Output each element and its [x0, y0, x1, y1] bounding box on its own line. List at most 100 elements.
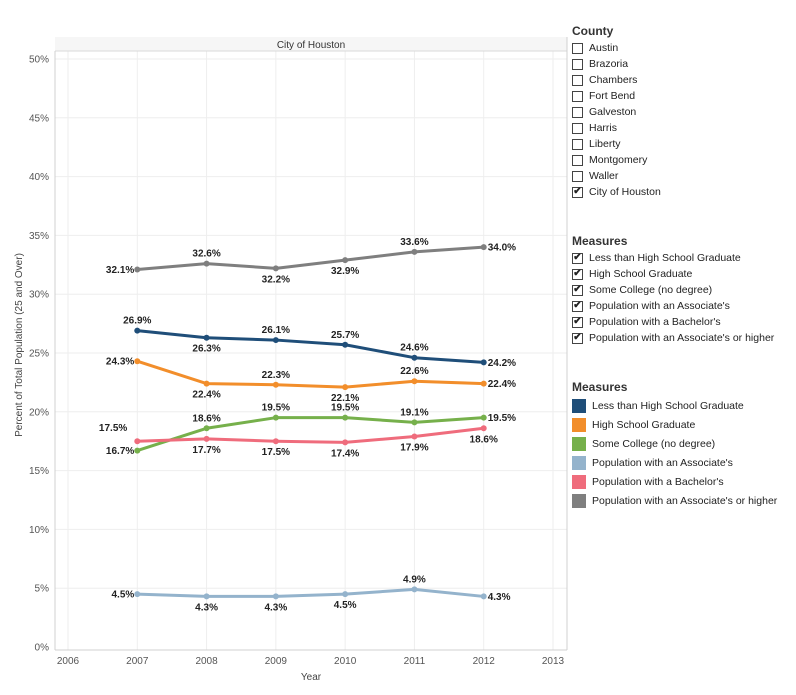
county-filter-item[interactable]: Montgomery [572, 152, 661, 168]
data-point [480, 593, 487, 600]
data-point [203, 260, 210, 267]
county-filter-item-label: Austin [589, 42, 619, 54]
checkbox[interactable]: ✔ [572, 268, 583, 280]
data-label: 33.6% [400, 237, 428, 248]
data-point [411, 248, 418, 255]
data-point [203, 425, 210, 432]
data-point [272, 337, 279, 344]
data-label: 4.9% [403, 574, 426, 585]
legend-item[interactable]: Less than High School Graduate [572, 396, 777, 415]
data-point [134, 591, 141, 598]
legend-item[interactable]: Population with an Associate's or higher [572, 491, 777, 510]
y-tick-label: 20% [29, 407, 49, 418]
checkbox[interactable]: ✔ [572, 284, 583, 296]
data-point [411, 419, 418, 426]
data-point [272, 593, 279, 600]
checkbox[interactable] [572, 106, 583, 118]
measures-filter-item[interactable]: ✔ Population with an Associate's or highe… [572, 330, 774, 346]
checkbox[interactable] [572, 122, 583, 134]
county-filter-item-label: Harris [589, 122, 617, 134]
data-point [272, 414, 279, 421]
series-line [135, 416, 486, 453]
data-label: 32.6% [192, 249, 220, 260]
data-point [480, 359, 487, 366]
data-label: 4.5% [111, 590, 134, 601]
data-point [411, 433, 418, 440]
checkbox[interactable] [572, 154, 583, 166]
data-label: 32.1% [106, 265, 134, 276]
checkbox[interactable]: ✔ [572, 186, 583, 198]
data-point [342, 591, 349, 598]
data-point [134, 447, 141, 454]
chart-header-band [55, 37, 567, 51]
y-tick-label: 40% [29, 172, 49, 183]
data-label: 17.5% [99, 423, 127, 434]
checkbox[interactable]: ✔ [572, 332, 583, 344]
measures-filter-item[interactable]: ✔ Population with a Bachelor's [572, 314, 774, 330]
data-label: 19.5% [331, 403, 359, 414]
data-point [342, 439, 349, 446]
county-filter-item[interactable]: Galveston [572, 104, 661, 120]
legend-item[interactable]: Population with an Associate's [572, 453, 777, 472]
data-point [272, 265, 279, 272]
checkbox[interactable]: ✔ [572, 316, 583, 328]
data-point [134, 327, 141, 334]
series-line [135, 587, 486, 598]
x-tick-label: 2007 [126, 656, 149, 667]
legend-item[interactable]: Population with a Bachelor's [572, 472, 777, 491]
measures-filter-item[interactable]: ✔ Some College (no degree) [572, 282, 774, 298]
data-label: 17.9% [400, 442, 428, 453]
county-filter-item[interactable]: Fort Bend [572, 88, 661, 104]
checkbox[interactable] [572, 138, 583, 150]
measures-filter-item[interactable]: ✔ High School Graduate [572, 266, 774, 282]
legend-label: Population with an Associate's [592, 456, 733, 469]
county-filter-item[interactable]: Chambers [572, 72, 661, 88]
county-filter: County Austin Brazoria Chambers Fort Bend Ga… [572, 24, 661, 200]
county-filter-item[interactable]: Waller [572, 168, 661, 184]
measures-filter-item[interactable]: ✔ Population with an Associate's [572, 298, 774, 314]
data-point [134, 358, 141, 365]
data-label: 24.6% [400, 343, 428, 354]
data-label: 4.5% [334, 600, 357, 611]
checkbox[interactable] [572, 42, 583, 54]
data-point [480, 244, 487, 251]
x-tick-label: 2013 [542, 656, 565, 667]
checkbox[interactable]: ✔ [572, 300, 583, 312]
data-label: 26.3% [192, 344, 220, 355]
data-label: 22.1% [331, 393, 359, 404]
data-label: 26.1% [262, 325, 290, 336]
y-tick-label: 15% [29, 466, 49, 477]
county-filter-item[interactable]: Liberty [572, 136, 661, 152]
county-filter-item[interactable]: Harris [572, 120, 661, 136]
data-label: 19.1% [400, 407, 428, 418]
data-point [342, 414, 349, 421]
checkbox[interactable]: ✔ [572, 252, 583, 264]
legend-item[interactable]: High School Graduate [572, 415, 777, 434]
data-point [272, 438, 279, 445]
county-filter-item[interactable]: Brazoria [572, 56, 661, 72]
data-label: 17.7% [192, 445, 220, 456]
series-line [135, 359, 486, 389]
checkbox[interactable] [572, 90, 583, 102]
measures-filter-list: ✔ Less than High School Graduate ✔ High Sch… [572, 250, 774, 346]
checkbox[interactable] [572, 58, 583, 70]
legend-swatch [572, 417, 586, 432]
data-label: 22.4% [192, 390, 220, 401]
checkbox[interactable] [572, 170, 583, 182]
data-point [411, 354, 418, 361]
county-filter-item-label: Montgomery [589, 154, 648, 166]
checkbox[interactable] [572, 74, 583, 86]
x-tick-label: 2011 [404, 656, 426, 667]
x-tick-label: 2009 [265, 656, 288, 667]
x-tick-label: 2010 [334, 656, 357, 667]
legend-swatch [572, 474, 586, 489]
legend-item[interactable]: Some College (no degree) [572, 434, 777, 453]
data-point [342, 384, 349, 391]
county-filter-item[interactable]: Austin [572, 40, 661, 56]
data-label: 18.6% [192, 413, 220, 424]
county-filter-item[interactable]: ✔ City of Houston [572, 184, 661, 200]
data-point [480, 414, 487, 421]
data-label: 25.7% [331, 330, 359, 341]
measures-filter-item[interactable]: ✔ Less than High School Graduate [572, 250, 774, 266]
